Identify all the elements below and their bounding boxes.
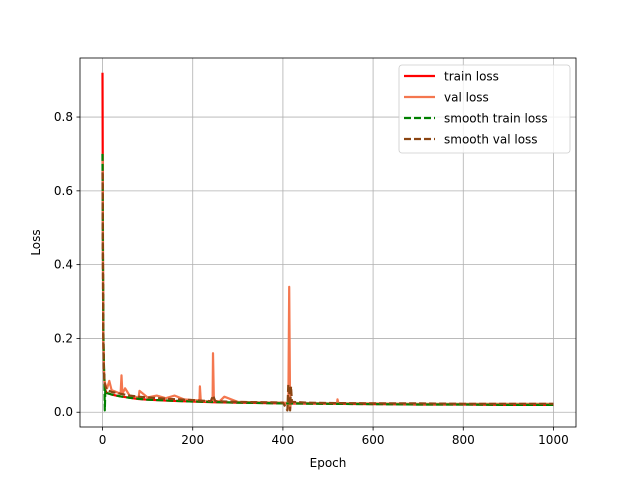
x-tick-label: 0 xyxy=(99,433,107,447)
legend-label: val loss xyxy=(444,91,489,105)
x-axis-label: Epoch xyxy=(310,456,347,470)
series-line-smooth-train-loss xyxy=(101,153,554,412)
x-tick-label: 400 xyxy=(271,433,294,447)
legend: train loss val loss smooth train loss smoot… xyxy=(398,64,571,154)
series-lines xyxy=(101,72,554,412)
x-tick-label: 1000 xyxy=(538,433,569,447)
y-tick-label: 0.2 xyxy=(54,331,73,345)
y-tick-label: 0.4 xyxy=(54,258,73,272)
legend-label: train loss xyxy=(444,70,499,84)
legend-label: smooth val loss xyxy=(444,133,538,147)
y-tick-label: 0.8 xyxy=(54,110,73,124)
legend-label: smooth train loss xyxy=(444,112,548,126)
y-tick-label: 0.6 xyxy=(54,184,73,198)
series-line-smooth-val-loss xyxy=(101,172,554,412)
y-axis-ticks: 0.0 0.2 0.4 0.6 0.8 xyxy=(54,110,80,419)
x-tick-label: 200 xyxy=(181,433,204,447)
x-axis-ticks: 0 200 400 600 800 1000 xyxy=(99,427,569,447)
plot-frame xyxy=(79,57,577,428)
x-tick-label: 600 xyxy=(362,433,385,447)
x-tick-label: 800 xyxy=(452,433,475,447)
legend-box xyxy=(398,64,571,154)
y-axis-label: Loss xyxy=(29,229,43,255)
y-tick-label: 0.0 xyxy=(54,405,73,419)
